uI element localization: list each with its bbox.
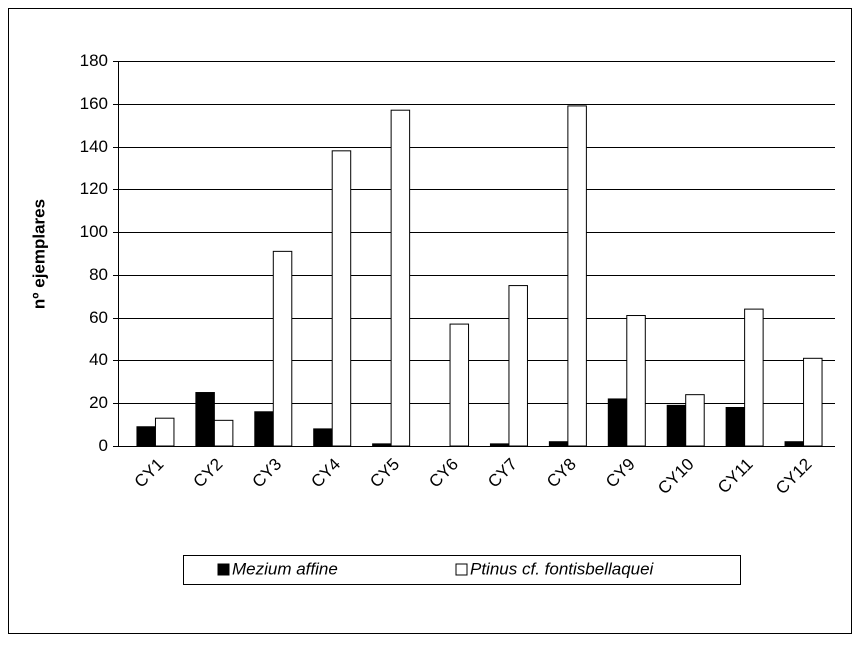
chart-border — [8, 8, 852, 634]
bar — [744, 308, 764, 447]
y-tick-label: 20 — [89, 393, 108, 412]
legend-label: Ptinus cf. fontisbellaquei — [470, 559, 655, 578]
bar — [567, 105, 587, 447]
bar — [784, 441, 805, 447]
bar — [313, 428, 333, 447]
bar — [213, 419, 234, 447]
y-axis-title: nº ejemplares — [29, 199, 48, 309]
bar — [154, 417, 175, 447]
bar — [508, 285, 528, 447]
bar — [803, 357, 823, 447]
legend-marker — [217, 563, 230, 576]
y-tick-label: 0 — [99, 436, 108, 455]
bar — [607, 398, 628, 447]
bar — [195, 392, 215, 447]
bar — [254, 411, 274, 447]
y-tick-label: 160 — [80, 94, 108, 113]
bar — [725, 407, 746, 447]
bar — [666, 404, 687, 447]
legend-marker — [455, 563, 468, 576]
bar — [489, 443, 510, 447]
bar — [331, 150, 352, 447]
bar — [272, 250, 293, 447]
bar — [449, 323, 470, 447]
y-tick-label: 40 — [89, 350, 108, 369]
bar — [136, 426, 156, 447]
y-tick-label: 60 — [89, 308, 108, 327]
y-tick-label: 100 — [80, 222, 108, 241]
y-tick-label: 120 — [80, 179, 108, 198]
bar — [372, 443, 392, 447]
bar — [685, 394, 705, 447]
bar — [548, 441, 569, 447]
y-tick-label: 80 — [89, 265, 108, 284]
legend-label: Mezium affine — [232, 559, 338, 578]
y-tick-label: 180 — [80, 51, 108, 70]
bar — [390, 109, 411, 447]
bar — [626, 315, 646, 447]
y-tick-label: 140 — [80, 137, 108, 156]
